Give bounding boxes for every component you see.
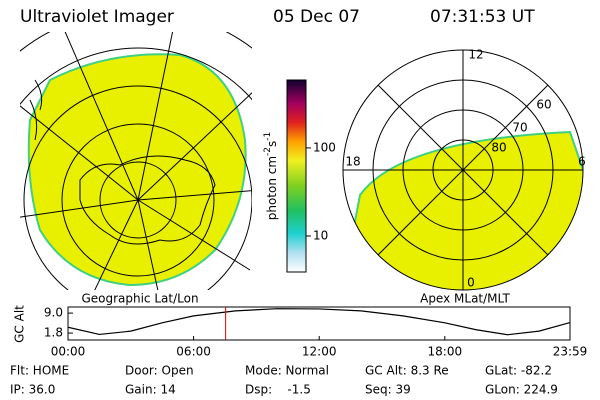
x-tick-label: 00:00 <box>51 345 86 359</box>
polar-image <box>343 130 583 290</box>
plot-frame <box>67 306 571 341</box>
status-field: GLat: -82.2 <box>485 364 552 378</box>
mlat-label: 60 <box>536 98 551 112</box>
unit: s <box>265 141 279 147</box>
mlat-label: 70 <box>512 121 527 135</box>
unit: photon cm <box>265 156 279 220</box>
y-axis-label: GC Alt <box>13 305 27 343</box>
status-field: GLon: 224.9 <box>485 383 558 397</box>
y-tick-label: 1.8 <box>44 326 63 340</box>
x-tick-label: 12:00 <box>302 345 337 359</box>
unit-exp: -2 <box>263 147 273 156</box>
colorbar-tick-label: 100 <box>313 140 336 154</box>
altitude-line <box>67 308 571 336</box>
colorbar <box>286 79 307 273</box>
unit-exp: -1 <box>263 132 273 141</box>
x-tick-label: 18:00 <box>428 345 463 359</box>
right-caption: Apex MLat/MLT <box>420 292 510 306</box>
left-caption: Geographic Lat/Lon <box>81 292 198 306</box>
mlt-label: 6 <box>578 155 586 169</box>
x-tick-label: 06:00 <box>176 345 211 359</box>
colorbar-label: photon cm-2s-1 <box>263 132 279 221</box>
status-field: Seq: 39 <box>365 383 411 397</box>
status-field: Dsp: -1.5 <box>245 383 311 397</box>
mlt-label: 12 <box>468 48 483 62</box>
title: Ultraviolet Imager <box>20 7 174 27</box>
polar-grid <box>342 49 584 291</box>
mlat-label: 80 <box>491 141 506 155</box>
mlt-label: 0 <box>467 276 475 290</box>
status-field: Gain: 14 <box>125 383 176 397</box>
colorbar-tick-label: 10 <box>313 228 328 242</box>
status-field: GC Alt: 8.3 Re <box>365 364 449 378</box>
status-field: Door: Open <box>125 364 194 378</box>
geo-map <box>20 32 252 290</box>
time: 07:31:53 UT <box>430 7 535 27</box>
status-field: IP: 36.0 <box>10 383 55 397</box>
x-tick-label: 23:59 <box>553 345 588 359</box>
status-field: Mode: Normal <box>245 364 329 378</box>
status-field: Flt: HOME <box>10 364 69 378</box>
mlt-label: 18 <box>345 155 360 169</box>
y-tick-label: 9.0 <box>44 306 63 320</box>
date: 05 Dec 07 <box>273 7 360 27</box>
